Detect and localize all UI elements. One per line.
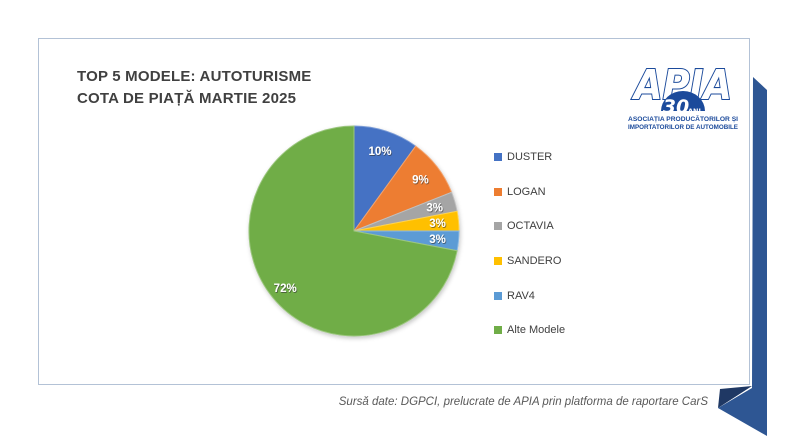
slide-title: TOP 5 MODELE: AUTOTURISME COTA DE PIAȚĂ … xyxy=(77,66,311,110)
legend-item: SANDERO xyxy=(494,244,565,279)
legend-label: Alte Modele xyxy=(507,324,566,337)
pie-label-logan: 9% xyxy=(412,175,429,187)
pie-label-alte-modele: 72% xyxy=(274,283,297,295)
pie-label-rav4: 3% xyxy=(429,234,446,246)
legend-item: LOGAN xyxy=(494,175,565,210)
pie-slice-alte-modele xyxy=(248,125,458,337)
legend-swatch xyxy=(494,291,502,300)
ribbon-fold xyxy=(718,386,752,408)
footer-source: Sursă date: DGPCI, prelucrate de APIA pr… xyxy=(338,396,708,408)
legend-label: SANDERO xyxy=(507,255,562,268)
pie-label-octavia: 3% xyxy=(426,203,443,215)
legend-swatch xyxy=(494,257,502,266)
legend-label: RAV4 xyxy=(507,289,535,302)
legend-item: Alte Modele xyxy=(494,313,565,348)
legend-label: OCTAVIA xyxy=(507,220,554,233)
legend-swatch xyxy=(494,222,502,231)
logo-org-line-2: IMPORTATORILOR DE AUTOMOBILE xyxy=(628,124,739,131)
pie-label-duster: 10% xyxy=(368,146,391,158)
chart-legend: DUSTER LOGAN OCTAVIA SANDERO RAV4 Alte Modele xyxy=(494,140,565,348)
title-line-2: COTA DE PIAȚĂ MARTIE 2025 xyxy=(77,90,297,107)
pie-label-sandero: 3% xyxy=(429,218,446,230)
legend-item: OCTAVIA xyxy=(494,209,565,244)
legend-label: LOGAN xyxy=(507,185,546,198)
pie-chart: 10% 9% 3% 3% 3% 72% xyxy=(248,125,460,337)
slide-card: TOP 5 MODELE: AUTOTURISME COTA DE PIAȚĂ … xyxy=(38,38,750,385)
logo-org-line-1: ASOCIAȚIA PRODUCĂTORILOR ȘI xyxy=(628,114,738,123)
legend-swatch xyxy=(494,326,502,335)
legend-item: RAV4 xyxy=(494,278,565,313)
legend-swatch xyxy=(494,153,502,162)
legend-item: DUSTER xyxy=(494,140,565,175)
logo-badge-suffix: ANI xyxy=(688,107,701,115)
legend-label: DUSTER xyxy=(507,151,553,164)
legend-swatch xyxy=(494,187,502,196)
logo-badge-number: 30 xyxy=(663,96,689,118)
title-line-1: TOP 5 MODELE: AUTOTURISME xyxy=(77,68,312,85)
logo-badge xyxy=(661,91,705,111)
apia-logo: APIA 30 ANI ASOCIAȚIA PRODUCĂTORILOR ȘI … xyxy=(628,60,739,131)
